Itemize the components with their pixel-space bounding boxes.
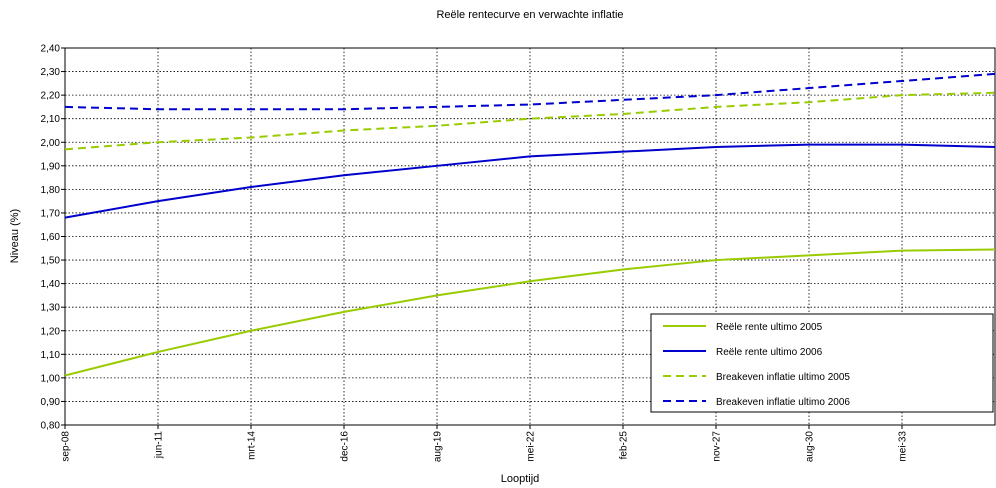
y-tick-label: 2,00 bbox=[41, 138, 61, 149]
y-tick-label: 1,70 bbox=[41, 208, 61, 219]
y-tick-label: 1,60 bbox=[41, 232, 61, 243]
x-tick-label: mei-22 bbox=[526, 431, 537, 462]
y-tick-label: 1,20 bbox=[41, 326, 61, 337]
x-tick-label: sep-08 bbox=[61, 431, 72, 462]
legend-box bbox=[650, 313, 994, 413]
x-tick-label: aug-30 bbox=[805, 431, 816, 463]
y-tick-label: 2,30 bbox=[41, 67, 61, 78]
y-tick-label: 2,40 bbox=[41, 44, 61, 55]
legend-label: Reële rente ultimo 2005 bbox=[716, 322, 823, 333]
y-tick-label: 2,20 bbox=[41, 91, 61, 102]
y-axis-label: Niveau (%) bbox=[9, 209, 21, 263]
y-tick-label: 1,90 bbox=[41, 161, 61, 172]
x-tick-label: aug-19 bbox=[433, 431, 444, 463]
y-tick-label: 1,00 bbox=[41, 373, 61, 384]
x-tick-label: nov-27 bbox=[712, 431, 723, 462]
y-tick-label: 2,10 bbox=[41, 114, 61, 125]
y-tick-label: 0,80 bbox=[41, 421, 61, 432]
y-tick-label: 1,50 bbox=[41, 256, 61, 267]
x-tick-label: dec-16 bbox=[340, 431, 351, 462]
y-tick-label: 1,30 bbox=[41, 303, 61, 314]
legend-label: Breakeven inflatie ultimo 2005 bbox=[716, 372, 850, 383]
x-tick-label: jun-11 bbox=[154, 431, 165, 459]
y-tick-label: 1,10 bbox=[41, 350, 61, 361]
legend-label: Breakeven inflatie ultimo 2006 bbox=[716, 397, 850, 408]
series-line bbox=[64, 248, 996, 377]
x-tick-label: mei-33 bbox=[898, 431, 909, 462]
legend-label: Reële rente ultimo 2006 bbox=[716, 347, 823, 358]
x-tick-label: feb-25 bbox=[619, 431, 630, 460]
y-tick-label: 0,90 bbox=[41, 397, 61, 408]
y-tick-label: 1,80 bbox=[41, 185, 61, 196]
series-line bbox=[64, 143, 996, 219]
x-tick-label: mrt-14 bbox=[247, 431, 258, 460]
series-line bbox=[64, 72, 996, 111]
chart-title: Reële rentecurve en verwachte inflatie bbox=[436, 9, 623, 21]
x-axis-label: Looptijd bbox=[501, 473, 540, 485]
plot-frame bbox=[64, 47, 996, 426]
y-tick-label: 1,40 bbox=[41, 279, 61, 290]
